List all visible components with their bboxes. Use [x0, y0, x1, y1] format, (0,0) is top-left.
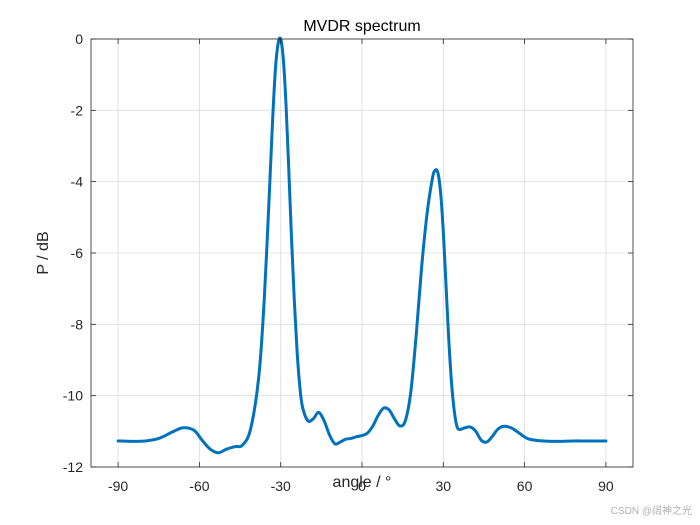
- chart-title: MVDR spectrum: [303, 18, 420, 35]
- series-line-mvdr-spectrum: [116, 36, 608, 455]
- y-tick-label: -6: [71, 245, 84, 261]
- x-axis-label: angle / °: [333, 474, 392, 491]
- y-tick-label: -8: [71, 316, 84, 332]
- x-tick-label: 0: [358, 478, 366, 494]
- x-tick-label: 30: [436, 478, 452, 494]
- y-tick-label: -12: [63, 459, 83, 475]
- x-tick-label: -30: [271, 478, 291, 494]
- y-tick-label: -2: [71, 102, 84, 118]
- ticks: -90 -60 -30 0 30 60 90 0 -2 -4 -6 -8 -10 -12: [63, 31, 633, 494]
- y-axis-label: P / dB: [35, 231, 52, 274]
- watermark: CSDN @阔神之光: [611, 504, 692, 517]
- x-tick-label: 60: [517, 478, 533, 494]
- x-tick-label: -90: [108, 478, 128, 494]
- x-tick-label: 90: [598, 478, 614, 494]
- axes: -90 -60 -30 0 30 60 90 0 -2 -4 -6 -8 -10 -12: [63, 31, 634, 494]
- y-tick-label: 0: [75, 31, 83, 47]
- x-tick-label: -60: [189, 478, 209, 494]
- plot-area: [116, 36, 608, 455]
- y-tick-label: -10: [63, 388, 83, 404]
- y-tick-label: -4: [71, 174, 84, 190]
